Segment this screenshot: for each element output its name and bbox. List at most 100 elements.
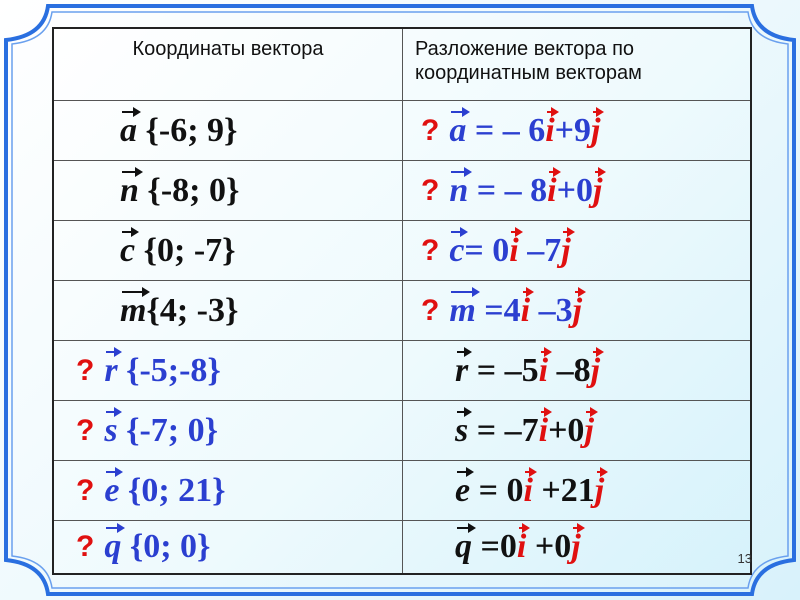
formula-text: {4; -3} bbox=[146, 291, 239, 329]
formula-text: +0 bbox=[548, 411, 585, 449]
vector-j: j bbox=[561, 226, 576, 269]
formula-text: {-8; 0} bbox=[138, 171, 240, 209]
vector-c: c bbox=[449, 226, 469, 269]
vector-j: j bbox=[584, 406, 599, 449]
right-formula: a = – 6i+9j bbox=[449, 106, 606, 150]
vector-i: i bbox=[547, 166, 562, 209]
formula-text: +9 bbox=[554, 111, 592, 149]
vector-i: i bbox=[509, 226, 524, 269]
table-row: ? e {0; 21} e = 0i +21j bbox=[54, 460, 750, 520]
vector-q: q bbox=[455, 523, 476, 565]
page-number: 13 bbox=[737, 551, 752, 566]
vector-n: n bbox=[449, 166, 473, 209]
coordinates-cell: ? r {-5;-8} bbox=[54, 341, 402, 400]
formula-text: {0; -7} bbox=[135, 231, 236, 269]
decomposition-cell: r = –5i –8j bbox=[402, 341, 750, 400]
vector-j: j bbox=[592, 166, 608, 209]
table-row: a {-6; 9}? a = – 6i+9j bbox=[54, 100, 750, 160]
right-formula: c= 0i –7j bbox=[449, 226, 576, 270]
decomposition-cell: s = –7i+0j bbox=[402, 401, 750, 460]
decomposition-cell: ? c= 0i –7j bbox=[402, 221, 750, 280]
formula-text: –7 bbox=[518, 231, 562, 269]
decomposition-cell: ? a = – 6i+9j bbox=[402, 101, 750, 160]
question-mark: ? bbox=[76, 530, 95, 563]
coordinates-cell: n {-8; 0} bbox=[54, 161, 402, 220]
vector-q: q bbox=[104, 523, 126, 565]
formula-text: {-5;-8} bbox=[117, 351, 221, 389]
table-row: ? q {0; 0} q =0i +0j bbox=[54, 520, 750, 573]
vector-j: j bbox=[591, 106, 606, 149]
formula-text: +0 bbox=[526, 528, 572, 565]
formula-text: = –5 bbox=[468, 351, 539, 389]
right-formula: e = 0i +21j bbox=[455, 466, 609, 510]
right-formula: r = –5i –8j bbox=[455, 346, 605, 390]
vector-j: j bbox=[572, 286, 587, 329]
vector-r: r bbox=[104, 346, 122, 389]
table-row: n {-8; 0}? n = – 8i+0j bbox=[54, 160, 750, 220]
formula-text: –8 bbox=[548, 351, 591, 389]
formula-text: = – 8 bbox=[468, 171, 548, 209]
coordinates-cell: a {-6; 9} bbox=[54, 101, 402, 160]
vector-s: s bbox=[104, 406, 122, 449]
question-mark: ? bbox=[76, 473, 95, 507]
formula-text: {-7; 0} bbox=[117, 411, 219, 449]
left-formula: e {0; 21} bbox=[104, 466, 226, 510]
right-formula: m =4i –3j bbox=[449, 286, 587, 330]
header-coordinates: Координаты вектора bbox=[132, 38, 324, 60]
question-mark: ? bbox=[421, 293, 440, 327]
formula-text: –3 bbox=[530, 291, 573, 329]
vector-s: s bbox=[455, 406, 473, 449]
vector-j: j bbox=[594, 466, 609, 509]
coordinates-cell: ? s {-7; 0} bbox=[54, 401, 402, 460]
table-row: c {0; -7} ? c= 0i –7j bbox=[54, 220, 750, 280]
right-formula: s = –7i+0j bbox=[455, 406, 599, 450]
vector-a: a bbox=[449, 106, 471, 149]
right-formula: n = – 8i+0j bbox=[449, 166, 608, 210]
question-mark: ? bbox=[421, 113, 440, 147]
vector-r: r bbox=[455, 346, 473, 389]
vector-i: i bbox=[523, 466, 538, 509]
left-formula: q {0; 0} bbox=[104, 523, 210, 566]
formula-text: +0 bbox=[556, 171, 593, 209]
formula-text: {0; 21} bbox=[119, 471, 226, 509]
decomposition-cell: e = 0i +21j bbox=[402, 461, 750, 520]
left-formula: a {-6; 9} bbox=[120, 106, 238, 150]
formula-text: {-6; 9} bbox=[137, 111, 238, 149]
header-decomposition: Разложение вектора по координатным векто… bbox=[402, 29, 750, 100]
coordinates-cell: ? q {0; 0} bbox=[54, 521, 402, 573]
table-row: ? s {-7; 0} s = –7i+0j bbox=[54, 400, 750, 460]
vector-c: c bbox=[120, 226, 140, 269]
left-formula: m{4; -3} bbox=[120, 286, 239, 330]
decomposition-cell: ? n = – 8i+0j bbox=[402, 161, 750, 220]
formula-text: =4 bbox=[475, 291, 521, 329]
vector-i: i bbox=[545, 106, 560, 149]
coordinates-cell: m{4; -3} bbox=[54, 281, 402, 340]
table-row: m{4; -3}? m =4i –3j bbox=[54, 280, 750, 340]
right-formula: q =0i +0j bbox=[455, 523, 586, 566]
vector-i: i bbox=[538, 346, 553, 389]
vector-i: i bbox=[516, 523, 532, 565]
vector-i: i bbox=[520, 286, 535, 329]
formula-text: = –7 bbox=[468, 411, 539, 449]
formula-text: = 0 bbox=[470, 471, 524, 509]
vector-n: n bbox=[120, 166, 143, 209]
left-formula: s {-7; 0} bbox=[104, 406, 219, 450]
coordinates-cell: c {0; -7} bbox=[54, 221, 402, 280]
vector-a: a bbox=[120, 106, 141, 149]
formula-text: = 0 bbox=[464, 231, 510, 269]
left-formula: c {0; -7} bbox=[120, 226, 236, 270]
vector-e: e bbox=[455, 466, 475, 509]
vector-table: Координаты вектора Разложение вектора по… bbox=[52, 27, 752, 575]
table-row: ? r {-5;-8} r = –5i –8j bbox=[54, 340, 750, 400]
header-row: Координаты вектора Разложение вектора по… bbox=[54, 29, 750, 100]
vector-i: i bbox=[538, 406, 553, 449]
left-formula: r {-5;-8} bbox=[104, 346, 221, 390]
decomposition-cell: ? m =4i –3j bbox=[402, 281, 750, 340]
question-mark: ? bbox=[76, 353, 95, 387]
decomposition-cell: q =0i +0j bbox=[402, 521, 750, 573]
question-mark: ? bbox=[76, 413, 95, 447]
vector-j: j bbox=[571, 523, 586, 565]
vector-e: e bbox=[104, 466, 124, 509]
vector-m: m bbox=[120, 286, 151, 329]
